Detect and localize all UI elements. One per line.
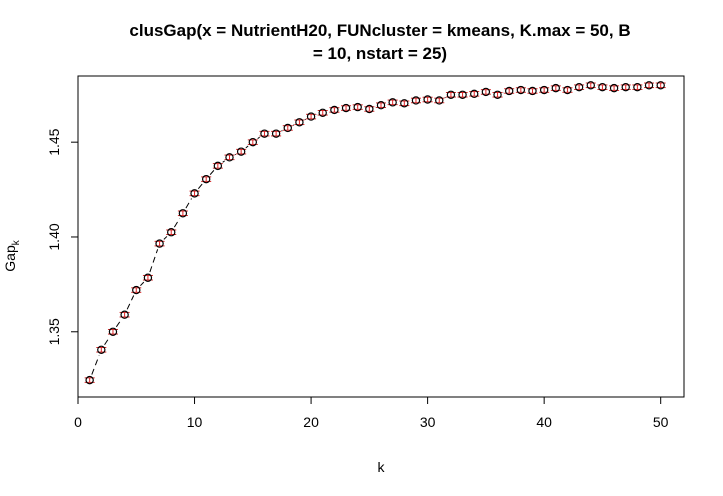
y-tick-label: 1.40 bbox=[46, 223, 62, 250]
plot-frame bbox=[77, 75, 685, 398]
series-line-segment bbox=[173, 218, 181, 228]
series-line-segment bbox=[126, 295, 135, 310]
chart-title-line-2: = 10, nstart = 25) bbox=[313, 44, 447, 63]
data-point bbox=[143, 273, 153, 282]
x-tick-label: 30 bbox=[420, 414, 436, 430]
data-point bbox=[528, 86, 537, 96]
data-point bbox=[295, 118, 304, 127]
data-point bbox=[644, 81, 654, 90]
data-point bbox=[423, 95, 432, 104]
series-line-segment bbox=[115, 319, 122, 328]
y-tick-label: 1.45 bbox=[46, 128, 62, 155]
svg-text:Gapk: Gapk bbox=[2, 239, 22, 271]
data-point bbox=[609, 83, 619, 93]
data-point bbox=[621, 82, 630, 92]
data-point bbox=[435, 96, 444, 105]
data-point bbox=[539, 85, 549, 95]
x-tick-label: 10 bbox=[187, 414, 203, 430]
x-axis-label: k bbox=[378, 459, 386, 475]
data-point bbox=[225, 153, 234, 162]
series-line-segment bbox=[149, 249, 159, 273]
data-point bbox=[190, 189, 199, 198]
data-point bbox=[365, 104, 374, 114]
series-line-segment bbox=[222, 160, 225, 163]
data-point bbox=[656, 81, 665, 90]
chart-title-line-1: clusGap(x = NutrientH20, FUNcluster = km… bbox=[129, 21, 630, 40]
data-point bbox=[481, 87, 491, 97]
series-line-segment bbox=[163, 236, 168, 240]
y-tick-label: 1.35 bbox=[46, 318, 62, 345]
data-point bbox=[411, 96, 421, 105]
data-point bbox=[458, 90, 467, 99]
x-tick-label: 40 bbox=[536, 414, 552, 430]
series-line-segment bbox=[197, 183, 203, 190]
data-point bbox=[248, 137, 258, 147]
data-point bbox=[178, 209, 188, 218]
series-line-segment bbox=[185, 198, 192, 209]
data-point bbox=[633, 82, 642, 92]
data-point bbox=[470, 89, 479, 99]
series-line-segment bbox=[257, 136, 260, 140]
data-point bbox=[376, 100, 386, 110]
series-line-segment bbox=[104, 336, 111, 346]
data-point bbox=[167, 228, 176, 237]
x-tick-label: 50 bbox=[653, 414, 669, 430]
y-axis-label-subscript: k bbox=[11, 239, 22, 245]
data-point bbox=[283, 123, 292, 133]
data-point bbox=[574, 82, 584, 92]
data-point bbox=[155, 239, 164, 248]
data-point bbox=[108, 327, 118, 336]
data-point bbox=[120, 310, 129, 319]
data-point bbox=[400, 99, 409, 108]
data-point bbox=[446, 90, 456, 99]
data-point bbox=[341, 103, 351, 113]
data-point bbox=[493, 90, 502, 99]
series-line-segment bbox=[140, 281, 145, 287]
data-point bbox=[598, 82, 607, 92]
data-point bbox=[318, 108, 327, 117]
y-axis: 1.35 1.40 1.45 bbox=[46, 128, 79, 345]
x-tick-label: 0 bbox=[74, 414, 82, 430]
series-line-segment bbox=[91, 355, 100, 375]
series-layer bbox=[84, 81, 666, 385]
data-point bbox=[271, 129, 281, 138]
data-point bbox=[97, 345, 106, 354]
series-line-segment bbox=[209, 170, 215, 175]
data-point bbox=[236, 147, 246, 156]
data-point bbox=[260, 129, 269, 138]
data-point bbox=[132, 285, 141, 295]
series-line-segment bbox=[245, 145, 249, 149]
data-point bbox=[563, 85, 572, 95]
data-point bbox=[213, 161, 223, 171]
x-tick-label: 20 bbox=[303, 414, 319, 430]
data-point bbox=[201, 174, 211, 184]
data-point bbox=[388, 98, 397, 107]
data-point bbox=[330, 105, 339, 115]
data-point bbox=[586, 81, 595, 90]
x-axis: 0 10 20 30 40 50 bbox=[74, 396, 669, 430]
data-point bbox=[306, 112, 316, 121]
data-point bbox=[551, 83, 561, 93]
data-point bbox=[353, 102, 362, 112]
data-point bbox=[504, 86, 514, 96]
data-point bbox=[516, 85, 526, 95]
y-axis-label: Gapk bbox=[2, 239, 22, 271]
data-point bbox=[85, 375, 94, 385]
y-axis-label-main: Gap bbox=[2, 245, 18, 272]
